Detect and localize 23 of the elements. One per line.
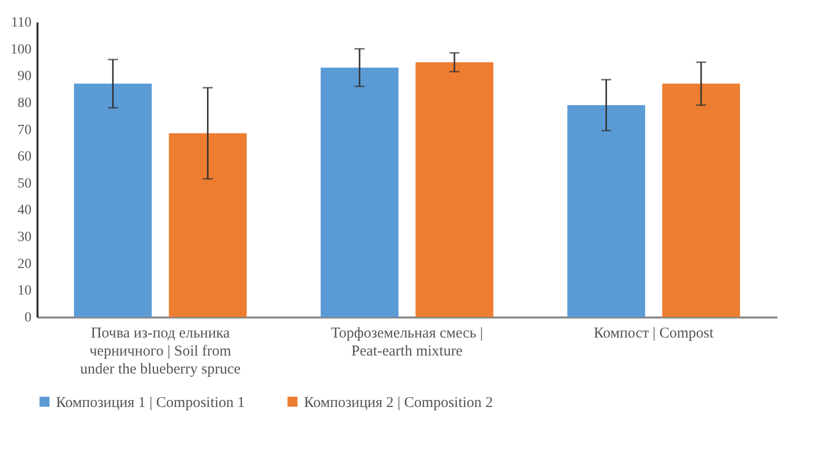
bar: [416, 62, 494, 317]
y-tick-label: 30: [18, 230, 32, 246]
bar: [567, 105, 646, 317]
legend-label: Композиция 1 | Composition 1: [56, 394, 245, 411]
y-tick-label: 40: [18, 203, 32, 218]
y-tick-label: 80: [18, 96, 32, 111]
bar: [168, 133, 247, 317]
y-tick-label: 20: [18, 256, 32, 272]
y-tick-label: 110: [11, 16, 32, 30]
legend-label: Композиция 2 | Composition 2: [304, 394, 493, 411]
x-tick-label: Торфоземельная смесь | Peat-earth mixture: [330, 326, 484, 360]
y-tick-label: 10: [18, 284, 32, 299]
x-tick-label: Компост | Compost: [594, 326, 714, 342]
bar: [74, 84, 152, 317]
y-tick-label: 50: [18, 176, 32, 192]
y-tick-label: 100: [10, 42, 32, 58]
y-tick-label: 90: [18, 69, 32, 84]
y-tick-label: 60: [18, 150, 32, 165]
bar: [320, 68, 398, 317]
bar: [662, 84, 740, 317]
y-tick-label: 70: [18, 122, 32, 138]
x-tick-label: Почва из-под ельника черничного | Soil from under the blueberry spruce: [80, 326, 241, 378]
y-tick-label: 0: [24, 310, 32, 326]
